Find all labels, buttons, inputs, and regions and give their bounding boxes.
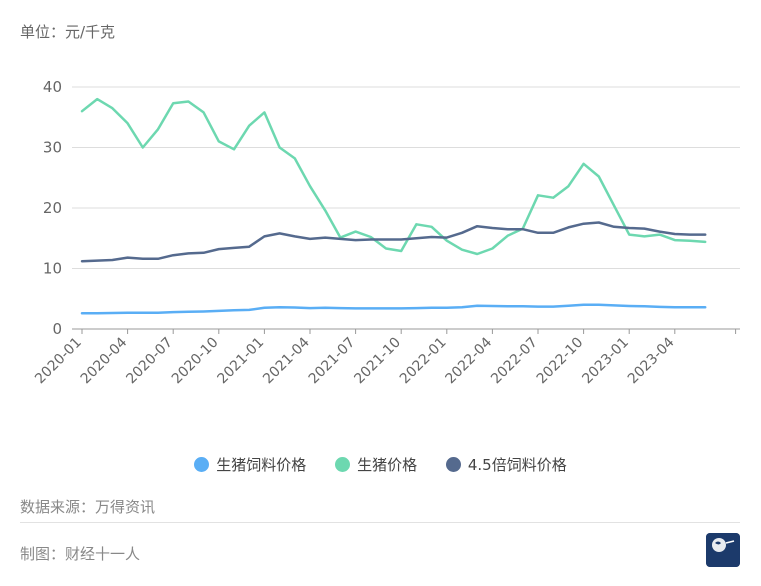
series-layer xyxy=(80,97,707,315)
legend-marker-hog xyxy=(335,457,351,472)
legend-marker-feed xyxy=(194,457,210,472)
unit-label: 单位：元/千克 xyxy=(20,23,116,41)
chart-credit: 制图：财经十一人 xyxy=(20,545,141,563)
x-tick-label: 2020-04 xyxy=(78,334,131,387)
legend-item-feed45[interactable]: 4.5倍饲料价格 xyxy=(445,454,567,475)
x-tick-label: 2020-10 xyxy=(169,335,222,388)
x-tick-label: 2021-01 xyxy=(215,335,268,388)
x-tick-label: 2023-01 xyxy=(579,335,632,388)
globe-logo xyxy=(706,533,740,567)
legend-item-feed[interactable]: 生猪饲料价格 xyxy=(194,454,306,475)
legend-item-hog[interactable]: 生猪价格 xyxy=(335,454,417,475)
y-tick-label: 40 xyxy=(43,78,62,96)
legend-label-feed: 生猪饲料价格 xyxy=(216,456,307,474)
footer-divider xyxy=(20,522,740,523)
x-tick-label: 2022-10 xyxy=(534,335,587,388)
y-tick-label: 20 xyxy=(43,199,62,217)
x-tick-label: 2021-07 xyxy=(306,335,359,388)
x-tick-label: 2022-04 xyxy=(443,334,496,387)
feed-price-line xyxy=(80,303,707,315)
legend-label-feed45: 4.5倍饲料价格 xyxy=(467,456,567,474)
y-tick-label: 0 xyxy=(52,320,62,338)
x-tick-label: 2023-04 xyxy=(625,334,678,387)
data-source-note: 数据来源：万得资讯 xyxy=(20,498,156,516)
axis-layer: 0102030402020-012020-042020-072020-10202… xyxy=(32,78,740,387)
x-tick-label: 2022-07 xyxy=(488,335,541,388)
y-tick-label: 10 xyxy=(43,260,62,278)
line-chart: 0102030402020-012020-042020-072020-10202… xyxy=(32,78,740,387)
feed-4-5x-price-line xyxy=(80,221,707,263)
x-tick-label: 2020-07 xyxy=(123,335,176,388)
legend-marker-feed45 xyxy=(445,457,461,472)
y-tick-label: 30 xyxy=(43,139,62,157)
x-tick-label: 2021-10 xyxy=(351,335,404,388)
grid-layer xyxy=(72,86,740,269)
legend-label-hog: 生猪价格 xyxy=(357,456,418,474)
x-tick-label: 2022-01 xyxy=(397,335,450,388)
hog-price-line xyxy=(80,97,707,256)
x-tick-label: 2020-01 xyxy=(32,335,85,388)
legend: 生猪饲料价格 生猪价格 4.5倍饲料价格 xyxy=(0,454,761,476)
x-tick-label: 2021-04 xyxy=(260,334,313,387)
